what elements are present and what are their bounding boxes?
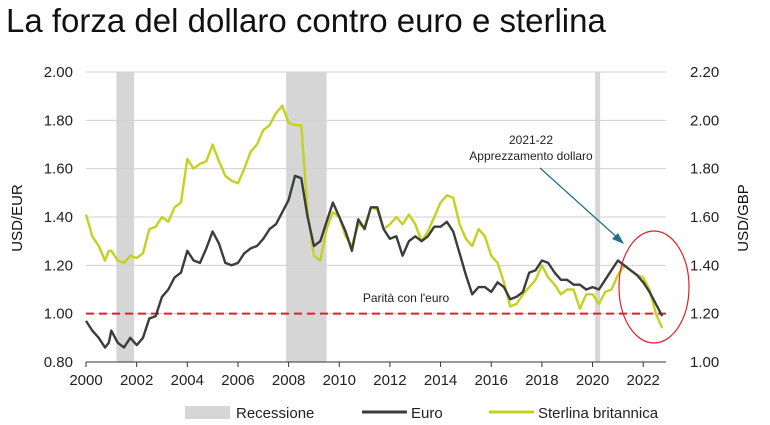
y-left-tick-label: 2.00 — [44, 64, 73, 81]
legend-gbp-label: Sterlina britannica — [538, 405, 659, 422]
y-left-tick-label: 1.00 — [44, 306, 73, 323]
left-axis-ticks: 0.80 1.00 1.20 1.40 1.60 1.80 2.00 — [44, 64, 73, 371]
legend-euro-label: Euro — [411, 405, 443, 422]
y-left-tick-label: 1.80 — [44, 112, 73, 129]
y-left-tick-label: 0.80 — [44, 354, 73, 371]
series-lines — [84, 104, 664, 349]
highlight-circle — [618, 230, 690, 344]
x-tick-label: 2004 — [171, 372, 204, 389]
y-right-axis-label: USD/GBP — [735, 184, 752, 252]
y-right-tick-label: 1.80 — [690, 161, 719, 178]
x-tick-label: 2008 — [272, 372, 305, 389]
x-tick-label: 2018 — [525, 372, 558, 389]
y-left-tick-label: 1.40 — [44, 209, 73, 226]
x-tick-label: 2006 — [221, 372, 254, 389]
y-left-tick-label: 1.20 — [44, 257, 73, 274]
x-tick-label: 2010 — [323, 372, 356, 389]
y-right-tick-label: 2.20 — [690, 64, 719, 81]
x-tick-label: 2000 — [69, 372, 102, 389]
gridlines — [86, 71, 666, 315]
x-axis-ticks: 2000 2002 2004 2006 2008 2010 2012 2014 2016 2018… — [69, 362, 660, 389]
parity-label: Parità con l'euro — [363, 291, 450, 305]
x-tick-label: 2014 — [424, 372, 457, 389]
right-axis-ticks: 1.00 1.20 1.40 1.60 1.80 2.00 2.20 — [690, 64, 719, 371]
annotation-line-2: Apprezzamento dollaro — [469, 149, 593, 163]
chart-title: La forza del dollaro contro euro e sterl… — [6, 2, 606, 39]
y-right-tick-label: 1.20 — [690, 306, 719, 323]
annotation-line-1: 2021-22 — [509, 133, 553, 147]
y-right-tick-label: 2.00 — [690, 112, 719, 129]
legend-recession-swatch — [185, 406, 230, 419]
annotation-arrow-line — [539, 167, 621, 241]
x-tick-label: 2022 — [627, 372, 660, 389]
x-tick-label: 2020 — [576, 372, 609, 389]
annotation-arrow-head — [612, 233, 624, 244]
x-tick-label: 2002 — [120, 372, 153, 389]
euro-line — [84, 174, 664, 349]
x-tick-label: 2012 — [373, 372, 406, 389]
x-tick-label: 2016 — [475, 372, 508, 389]
y-left-axis-label: USD/EUR — [9, 184, 26, 252]
legend-recession-label: Recessione — [236, 405, 314, 422]
y-left-tick-label: 1.60 — [44, 161, 73, 178]
y-right-tick-label: 1.60 — [690, 209, 719, 226]
y-right-tick-label: 1.00 — [690, 354, 719, 371]
y-right-tick-label: 1.40 — [690, 257, 719, 274]
